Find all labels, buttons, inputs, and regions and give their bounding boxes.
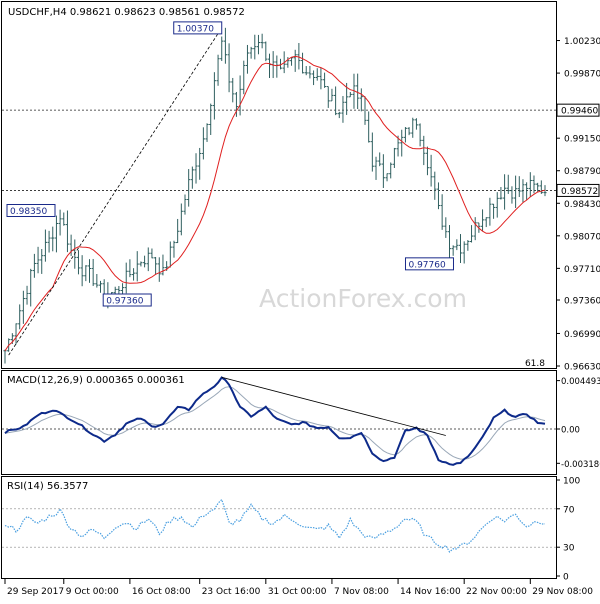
axis-labels: 1.00230 0.99870 0.99150 0.98790 0.98430 0.980… [4,37,600,597]
dashed-trendline [8,27,223,356]
time-tick-label: 22 Nov 00:00 [466,587,527,597]
rsi-title: RSI(14) 56.3577 [7,481,88,492]
macd-trendline [221,376,446,436]
annotation-box [6,204,56,218]
price-tick-label: 0.98790 [564,167,600,177]
macd-main-line [4,376,546,466]
price-tick-label: 0.99870 [564,70,600,80]
macd-signal-line [4,386,546,460]
annotation-box [102,293,152,307]
time-tick-label: 29 Sep 2017 [7,587,64,597]
price-tick-label: 0.98070 [564,232,600,242]
rsi-tick-label: 30 [563,544,575,554]
price-tick-label: 0.96630 [564,363,600,373]
level-label-text: 0.98572 [561,187,598,197]
moving-average [4,55,546,352]
annotation-label: 0.97760 [408,260,445,270]
rsi-panel-frame [1,476,557,579]
price-tick-label: 0.97710 [564,265,600,275]
time-tick-label: 14 Nov 16:00 [400,587,461,597]
rsi-tick-label: 0 [563,573,569,583]
annotation-box [404,257,454,271]
level-label-box [556,103,600,117]
time-tick-label: 23 Oct 16:00 [202,587,261,597]
time-tick-label: 29 Nov 08:00 [532,587,593,597]
time-tick-label: 31 Oct 00:00 [268,587,327,597]
time-tick-label: 9 Oct 00:00 [66,587,119,597]
price-tick-label: 1.00230 [564,37,600,47]
fib-level-label: 61.8 [525,359,545,369]
macd-lines [4,376,546,466]
annotation-label: 0.98350 [10,207,47,217]
macd-tick-label: 0.004493 [561,377,600,387]
rsi-line [4,498,546,553]
time-tick-label: 16 Oct 08:00 [132,587,191,597]
price-tick-label: 0.99150 [564,135,600,145]
rsi-line-path [4,498,546,553]
macd-panel-frame [1,370,557,475]
chart-title: USDCHF,H4 0.98621 0.98623 0.98561 0.9857… [8,7,245,18]
price-tick-label: 0.98430 [564,200,600,210]
macd-tick-label: -0.003186 [561,460,600,470]
rsi-tick-label: 70 [563,505,575,515]
rsi-tick-label: 100 [563,477,580,487]
price-tick-label: 0.96990 [564,330,600,340]
annotation-box [173,21,223,35]
annotation-label: 1.00370 [177,24,214,34]
annotation-label: 0.97360 [106,297,143,307]
macd-title: MACD(12,26,9) 0.000365 0.000361 [7,375,185,386]
grid-lines [2,109,556,548]
price-bars [3,27,547,364]
price-tick-label: 0.97360 [564,297,600,307]
annotations: 1.00370 0.98350 0.97360 0.97760 [6,21,454,356]
ma-line [4,55,546,352]
macd-tick-label: 0.00 [561,426,580,436]
level-label-text: 0.99460 [561,107,598,117]
watermark-text: ActionForex.com [259,284,467,313]
level-label-box [556,183,600,197]
time-tick-label: 7 Nov 08:00 [334,587,389,597]
